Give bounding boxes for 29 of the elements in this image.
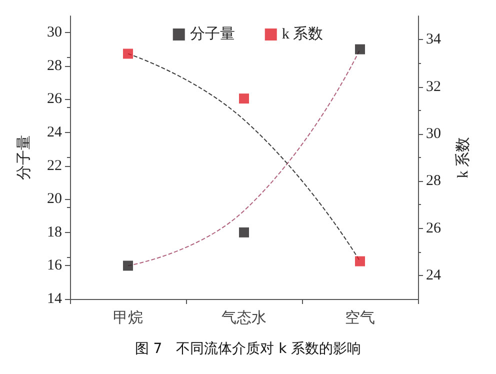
y2-tick-label: 30 [426,126,441,142]
x-tick-label: 空气 [345,310,375,326]
y-axis-title: 分子量 [16,135,32,180]
legend-label: k 系数 [282,26,324,42]
y2-tick-label: 28 [426,173,441,190]
y-tick-label: 16 [47,258,62,274]
y-tick-label: 14 [47,291,62,307]
y2-tick-label: 32 [426,78,441,95]
y2-tick-label: 34 [426,32,442,48]
x-tick-label: 气态水 [222,310,266,326]
y-tick-label: 30 [47,24,62,41]
y-tick-label: 24 [47,124,62,141]
point [355,256,365,266]
point [123,48,133,59]
y2-tick-label: 26 [426,220,442,236]
y2-tick-label: 24 [426,267,442,284]
y-tick-label: 20 [47,191,62,208]
x-tick-label: 甲烷 [113,310,143,326]
point [123,260,133,271]
y-tick-label: 28 [47,58,62,74]
y-tick-label: 18 [47,224,62,240]
point [355,44,365,54]
point [239,94,249,104]
y2-axis-title: k 系数 [454,136,472,178]
point [239,227,249,238]
y-tick-label: 26 [47,91,62,108]
caption: 图 7 不同流体介质对 k 系数的影响 [134,341,362,357]
legend-label: 分子量 [190,26,235,42]
y-tick-label: 22 [47,158,62,174]
